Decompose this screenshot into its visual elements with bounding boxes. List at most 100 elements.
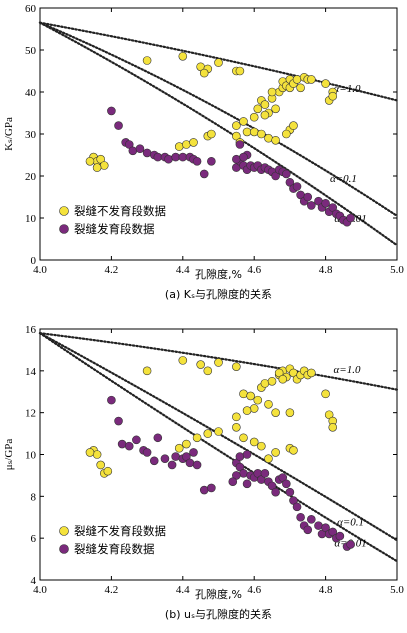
x-tick-label: 4.0: [33, 264, 47, 276]
y-tick-label: 40: [25, 87, 37, 99]
point-undeveloped-fracture: [257, 129, 266, 139]
point-developed-fracture: [242, 479, 252, 489]
x-tick-label: 4.4: [176, 584, 190, 596]
point-undeveloped-fracture: [321, 389, 330, 399]
point-undeveloped-fracture: [260, 379, 270, 388]
point-developed-fracture: [192, 157, 202, 166]
point-developed-fracture: [271, 487, 280, 497]
model-curve-alpha-2: [38, 21, 399, 247]
point-undeveloped-fracture: [249, 127, 259, 137]
legend-marker-0: [59, 206, 69, 216]
point-undeveloped-fracture: [307, 368, 316, 378]
x-tick-label: 4.0: [33, 584, 47, 596]
point-undeveloped-fracture: [292, 75, 302, 84]
point-developed-fracture: [282, 169, 291, 179]
point-undeveloped-fracture: [239, 117, 248, 126]
point-undeveloped-fracture: [264, 454, 273, 463]
point-undeveloped-fracture: [203, 366, 213, 376]
x-axis-title: 孔隙度,%: [195, 587, 242, 601]
point-developed-fracture: [303, 192, 313, 202]
point-undeveloped-fracture: [264, 399, 273, 409]
legend-label-1: 裂缝发育段数据: [74, 542, 155, 556]
point-undeveloped-fracture: [285, 408, 295, 417]
point-undeveloped-fracture: [85, 448, 95, 457]
y-tick-label: 10: [25, 450, 37, 462]
point-undeveloped-fracture: [271, 136, 280, 145]
point-undeveloped-fracture: [182, 140, 191, 149]
point-undeveloped-fracture: [242, 127, 252, 137]
point-developed-fracture: [189, 448, 198, 457]
point-developed-fracture: [124, 441, 134, 451]
point-developed-fracture: [207, 483, 216, 493]
y-tick-label: 0: [31, 255, 37, 267]
point-undeveloped-fracture: [192, 433, 202, 443]
point-undeveloped-fracture: [328, 423, 338, 432]
point-developed-fracture: [142, 448, 152, 457]
point-undeveloped-fracture: [289, 121, 298, 130]
y-tick-label: 30: [25, 129, 37, 141]
model-curve-alpha-1: [38, 21, 399, 217]
point-developed-fracture: [335, 531, 345, 541]
point-developed-fracture: [303, 525, 313, 535]
point-undeveloped-fracture: [174, 142, 184, 151]
point-developed-fracture: [346, 540, 355, 549]
point-undeveloped-fracture: [96, 460, 105, 470]
point-undeveloped-fracture: [174, 443, 184, 453]
point-undeveloped-fracture: [92, 163, 102, 172]
point-undeveloped-fracture: [289, 446, 298, 455]
point-undeveloped-fracture: [214, 427, 223, 436]
point-developed-fracture: [232, 154, 241, 164]
point-undeveloped-fracture: [178, 356, 188, 365]
point-developed-fracture: [117, 439, 127, 449]
point-developed-fracture: [107, 395, 116, 405]
point-developed-fracture: [228, 477, 238, 486]
point-developed-fracture: [149, 456, 159, 466]
point-developed-fracture: [239, 469, 248, 478]
point-developed-fracture: [239, 152, 248, 162]
point-undeveloped-fracture: [232, 412, 241, 422]
legend-label-0: 裂缝不发育段数据: [74, 204, 166, 218]
point-undeveloped-fracture: [307, 75, 316, 84]
y-tick-label: 6: [31, 533, 37, 545]
point-undeveloped-fracture: [182, 439, 191, 449]
point-undeveloped-fracture: [103, 466, 113, 476]
point-developed-fracture: [307, 201, 316, 210]
point-developed-fracture: [185, 458, 195, 468]
point-undeveloped-fracture: [257, 441, 266, 451]
y-axis-title: Kₛ/GPa: [3, 117, 15, 151]
point-undeveloped-fracture: [249, 437, 259, 447]
point-developed-fracture: [153, 433, 163, 443]
point-developed-fracture: [135, 144, 145, 153]
point-undeveloped-fracture: [267, 87, 277, 97]
point-undeveloped-fracture: [142, 366, 152, 376]
point-developed-fracture: [199, 169, 209, 179]
point-undeveloped-fracture: [232, 423, 241, 432]
legend-marker-1: [59, 224, 69, 234]
point-developed-fracture: [192, 460, 202, 470]
point-developed-fracture: [235, 452, 245, 461]
point-developed-fracture: [346, 213, 355, 223]
legend-marker-1: [59, 544, 69, 554]
model-curve-alpha-2: [38, 332, 399, 563]
point-developed-fracture: [171, 452, 180, 461]
point-developed-fracture: [164, 154, 173, 164]
y-tick-label: 4: [31, 575, 37, 587]
point-developed-fracture: [296, 512, 305, 522]
point-developed-fracture: [171, 152, 180, 162]
point-undeveloped-fracture: [189, 138, 198, 147]
chart-ks: 4.0 4.2 4.4 4.6 4.8 5.0 0 10 20 30 40 50 60 孔隙度,% Kₛ/G…: [3, 3, 404, 301]
point-undeveloped-fracture: [232, 121, 241, 130]
point-developed-fracture: [242, 450, 252, 459]
y-tick-label: 16: [25, 324, 37, 336]
x-tick-label: 4.2: [105, 584, 119, 596]
point-developed-fracture: [307, 515, 316, 524]
x-tick-label: 4.6: [247, 584, 261, 596]
point-undeveloped-fracture: [92, 450, 102, 459]
point-undeveloped-fracture: [142, 56, 152, 65]
point-undeveloped-fracture: [178, 51, 188, 61]
point-developed-fracture: [292, 502, 302, 512]
x-tick-label: 4.8: [319, 584, 333, 596]
point-undeveloped-fracture: [214, 358, 223, 367]
point-undeveloped-fracture: [260, 100, 270, 109]
